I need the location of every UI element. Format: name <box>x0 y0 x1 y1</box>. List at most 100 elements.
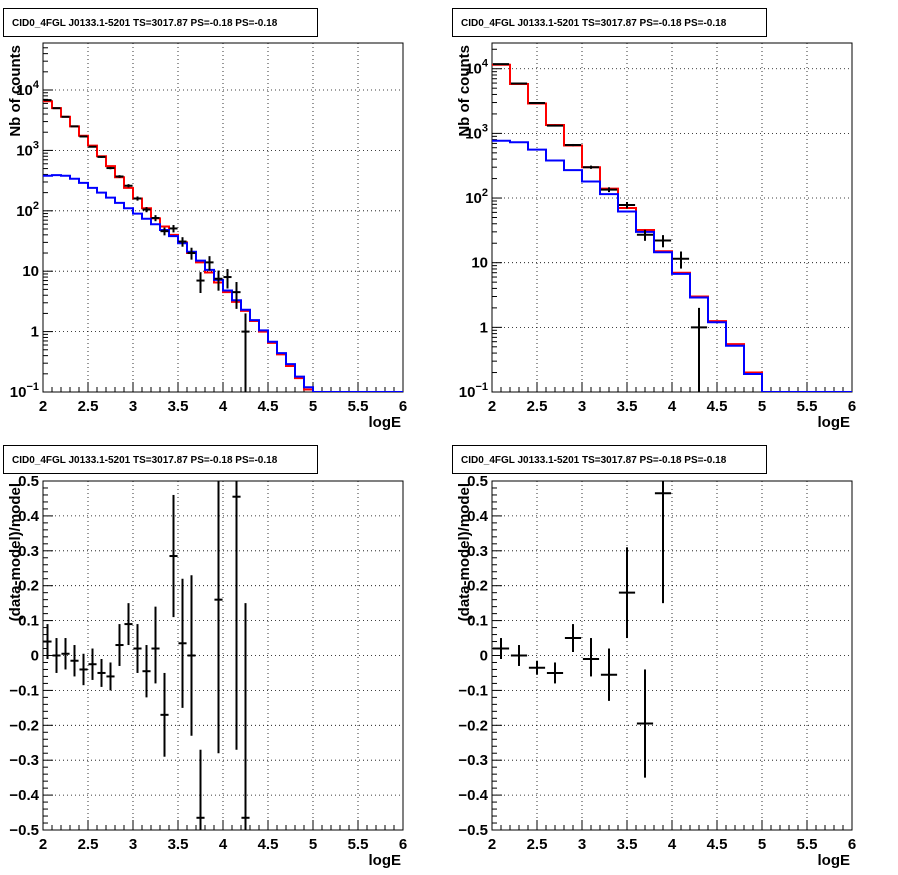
data-point <box>582 165 600 169</box>
x-axis-ticks <box>42 382 404 392</box>
data-point <box>618 547 636 639</box>
x-tick-label: 5.5 <box>348 836 369 853</box>
data-point <box>133 624 142 673</box>
x-tick-label: 3 <box>578 836 586 853</box>
title-box <box>3 8 318 37</box>
y-tick-label: 10 <box>471 255 488 272</box>
x-tick-label: 2.5 <box>527 398 548 415</box>
data-point <box>151 606 160 684</box>
y-tick-label: −0.5 <box>458 822 488 839</box>
model-total-histogram <box>43 100 403 392</box>
data-point <box>582 638 600 677</box>
y-axis-label: (data-model)/model <box>456 483 473 621</box>
data-point <box>88 145 97 148</box>
x-axis-ticks <box>491 820 853 830</box>
y-tick-label: 0 <box>31 648 39 665</box>
x-tick-label: 3 <box>578 398 586 415</box>
data-point <box>546 662 564 684</box>
chart-title: CID0_4FGL J0133.1-5201 TS=3017.87 PS=-0.… <box>461 18 727 29</box>
y-tick-label: 0.4 <box>467 508 489 525</box>
x-tick-label: 5 <box>309 836 317 853</box>
y-tick-label: 0.1 <box>18 613 39 630</box>
data-point <box>690 307 708 392</box>
data-point <box>600 187 618 193</box>
y-axis-label: (data-model)/model <box>7 483 24 621</box>
y-tick-label: −0.4 <box>458 787 488 804</box>
x-tick-label: 5.5 <box>348 398 369 415</box>
x-tick-label: 2 <box>39 836 47 853</box>
data-point <box>79 135 88 138</box>
y-tick-label: 102 <box>16 200 39 220</box>
data-point <box>205 256 214 271</box>
y-tick-label: 0.5 <box>18 473 39 490</box>
data-point <box>232 481 241 750</box>
x-tick-label: 2.5 <box>527 836 548 853</box>
y-tick-label: 10−1 <box>10 381 39 401</box>
data-point <box>97 155 106 158</box>
data-point <box>232 282 241 309</box>
y-tick-label: −0.2 <box>9 717 39 734</box>
panel-counts-right: CID0_4FGL J0133.1-5201 TS=3017.87 PS=-0.… <box>452 8 856 431</box>
data-point <box>214 481 223 754</box>
data-point <box>115 175 124 178</box>
y-tick-label: −0.2 <box>458 717 488 734</box>
data-point <box>61 638 70 670</box>
y-tick-label: 0.1 <box>467 613 488 630</box>
x-tick-label: 3 <box>129 836 137 853</box>
x-tick-label: 5 <box>309 398 317 415</box>
data-points <box>492 481 672 778</box>
x-tick-label: 5.5 <box>797 398 818 415</box>
y-tick-label: −0.1 <box>9 682 39 699</box>
x-tick-label: 5 <box>758 836 766 853</box>
data-point <box>61 115 70 118</box>
data-point <box>178 237 187 247</box>
x-axis-ticks <box>42 820 404 830</box>
x-tick-label: 5 <box>758 398 766 415</box>
data-point <box>43 99 52 102</box>
y-tick-label: 104 <box>465 58 489 78</box>
y-tick-label: 0.2 <box>467 578 488 595</box>
y-tick-label: 102 <box>465 187 488 207</box>
data-point <box>196 272 205 294</box>
data-point <box>241 603 250 830</box>
model-source-histogram <box>492 139 852 392</box>
x-tick-label: 4.5 <box>707 398 728 415</box>
model-source-histogram <box>43 174 403 392</box>
data-point <box>70 645 79 677</box>
data-point <box>510 645 528 666</box>
panel-residuals-right: CID0_4FGL J0133.1-5201 TS=3017.87 PS=-0.… <box>452 445 856 869</box>
data-point <box>178 578 187 708</box>
y-tick-label: 1 <box>31 324 39 341</box>
data-point <box>106 166 115 170</box>
x-tick-label: 4.5 <box>258 836 279 853</box>
y-tick-label: 103 <box>465 122 488 142</box>
y-tick-label: 0.3 <box>18 543 39 560</box>
data-point <box>672 251 690 269</box>
data-point <box>151 215 160 222</box>
data-point <box>654 235 672 248</box>
y-tick-label: 0 <box>480 648 488 665</box>
data-point <box>52 107 61 110</box>
data-point <box>528 102 546 105</box>
chart-title: CID0_4FGL J0133.1-5201 TS=3017.87 PS=-0.… <box>461 455 727 466</box>
data-point <box>169 494 178 618</box>
y-tick-label: 0.4 <box>18 508 40 525</box>
data-points <box>43 481 250 830</box>
data-point <box>618 202 636 209</box>
data-point <box>546 124 564 127</box>
y-tick-label: 1 <box>480 319 488 336</box>
y-tick-label: 103 <box>16 139 39 159</box>
y-tick-label: −0.3 <box>9 752 39 769</box>
y-tick-label: −0.3 <box>458 752 488 769</box>
data-point <box>196 749 205 830</box>
x-tick-label: 6 <box>848 836 856 853</box>
y-axis-ticks <box>492 48 502 393</box>
y-tick-label: 0.5 <box>467 473 488 490</box>
data-point <box>600 648 618 701</box>
y-tick-label: −0.4 <box>9 787 39 804</box>
data-point <box>169 225 178 233</box>
x-tick-label: 6 <box>399 398 407 415</box>
x-tick-label: 4.5 <box>258 398 279 415</box>
data-point <box>88 648 97 680</box>
data-point <box>187 575 196 736</box>
